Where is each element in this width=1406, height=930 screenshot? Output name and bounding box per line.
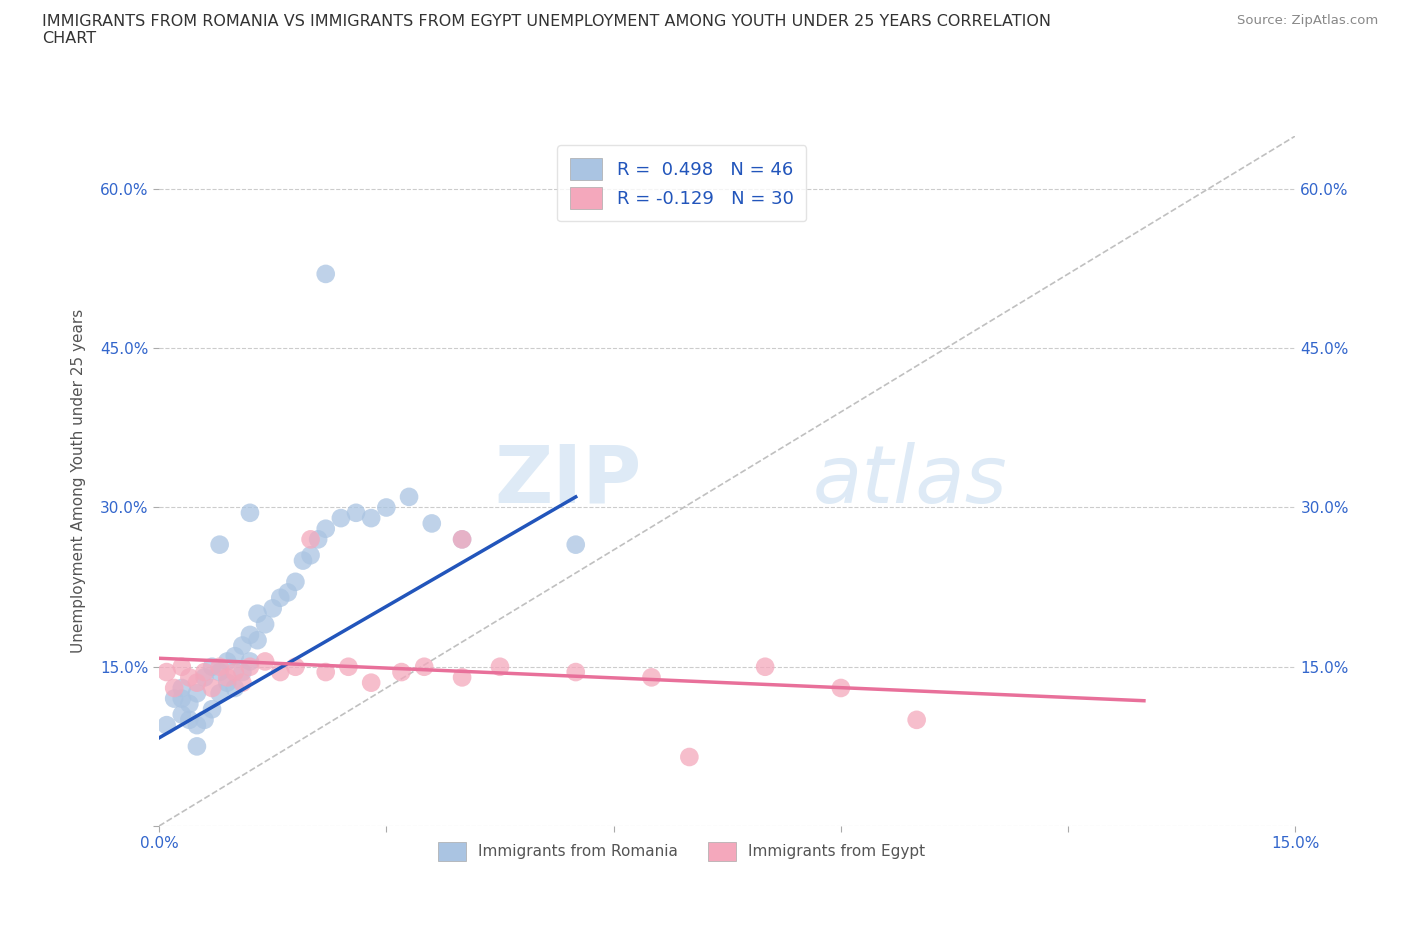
Point	[299, 548, 322, 563]
Point	[329, 511, 352, 525]
Point	[420, 516, 443, 531]
Text: atlas: atlas	[813, 442, 1007, 520]
Point	[307, 532, 329, 547]
Point	[640, 670, 662, 684]
Point	[217, 675, 239, 690]
Point	[186, 685, 208, 700]
Point	[299, 532, 322, 547]
Point	[269, 591, 291, 605]
Point	[246, 606, 269, 621]
Point	[179, 670, 201, 684]
Point	[224, 649, 246, 664]
Point	[224, 665, 246, 680]
Point	[830, 681, 852, 696]
Point	[413, 659, 436, 674]
Point	[163, 681, 186, 696]
Point	[398, 489, 420, 504]
Point	[170, 691, 193, 706]
Point	[315, 267, 337, 282]
Point	[170, 681, 193, 696]
Point	[170, 707, 193, 722]
Point	[186, 739, 208, 754]
Legend: Immigrants from Romania, Immigrants from Egypt: Immigrants from Romania, Immigrants from…	[432, 836, 931, 867]
Point	[208, 538, 231, 552]
Point	[208, 685, 231, 700]
Point	[254, 617, 277, 631]
Point	[564, 538, 586, 552]
Point	[208, 665, 231, 680]
Point	[201, 659, 224, 674]
Point	[208, 659, 231, 674]
Point	[163, 691, 186, 706]
Point	[905, 712, 928, 727]
Point	[360, 675, 382, 690]
Point	[179, 712, 201, 727]
Point	[246, 632, 269, 647]
Point	[201, 702, 224, 717]
Point	[193, 712, 215, 727]
Point	[262, 601, 284, 616]
Point	[451, 670, 474, 684]
Point	[239, 654, 262, 669]
Point	[451, 532, 474, 547]
Point	[315, 522, 337, 537]
Point	[344, 505, 367, 520]
Point	[217, 654, 239, 669]
Point	[375, 500, 398, 515]
Point	[451, 532, 474, 547]
Point	[284, 575, 307, 590]
Point	[239, 659, 262, 674]
Point	[156, 718, 179, 733]
Point	[239, 628, 262, 643]
Point	[156, 665, 179, 680]
Point	[489, 659, 512, 674]
Point	[193, 665, 215, 680]
Point	[284, 659, 307, 674]
Point	[193, 670, 215, 684]
Point	[564, 665, 586, 680]
Point	[217, 670, 239, 684]
Point	[231, 638, 253, 653]
Point	[678, 750, 700, 764]
Point	[360, 511, 382, 525]
Point	[239, 505, 262, 520]
Point	[315, 665, 337, 680]
Point	[186, 675, 208, 690]
Y-axis label: Unemployment Among Youth under 25 years: Unemployment Among Youth under 25 years	[72, 309, 86, 653]
Point	[391, 665, 413, 680]
Point	[224, 681, 246, 696]
Point	[754, 659, 776, 674]
Text: ZIP: ZIP	[495, 442, 643, 520]
Point	[254, 654, 277, 669]
Point	[231, 665, 253, 680]
Point	[269, 665, 291, 680]
Point	[170, 659, 193, 674]
Text: Source: ZipAtlas.com: Source: ZipAtlas.com	[1237, 14, 1378, 27]
Point	[201, 681, 224, 696]
Point	[231, 675, 253, 690]
Text: IMMIGRANTS FROM ROMANIA VS IMMIGRANTS FROM EGYPT UNEMPLOYMENT AMONG YOUTH UNDER : IMMIGRANTS FROM ROMANIA VS IMMIGRANTS FR…	[42, 14, 1052, 46]
Point	[291, 553, 314, 568]
Point	[179, 697, 201, 711]
Point	[337, 659, 360, 674]
Point	[277, 585, 299, 600]
Point	[186, 718, 208, 733]
